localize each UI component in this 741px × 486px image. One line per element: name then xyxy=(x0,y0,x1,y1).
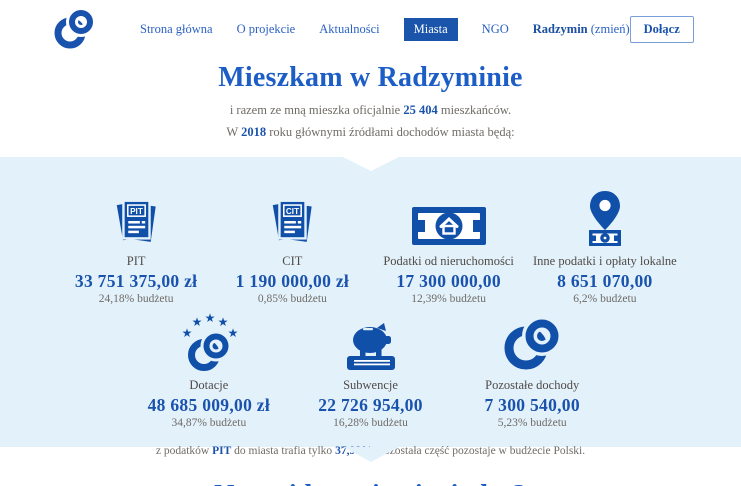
budget-item-value: 33 751 375,00 zł xyxy=(74,271,198,291)
spending-section: Na co idą moje pieniądze? xyxy=(0,447,741,486)
svg-text:★: ★ xyxy=(217,315,228,329)
nav-item-city-selector[interactable]: Radzymin (zmień) xyxy=(533,22,630,37)
nav-item-miasta[interactable]: Miasta xyxy=(403,17,458,41)
budget-card-cit: CIT CIT 1 190 000,00 zł 0,85% budżetu xyxy=(214,187,370,305)
note-percent: 37,98% xyxy=(335,445,373,457)
budget-row-1: PIT PIT 33 751 375,00 zł 24,18% budżetu … xyxy=(58,187,683,305)
budget-item-value: 1 190 000,00 zł xyxy=(235,271,350,291)
budget-item-value: 8 651 070,00 xyxy=(557,271,653,291)
population-line: i razem ze mną mieszka oficjalnie 25 404… xyxy=(0,103,741,118)
budget-sources-section: PIT PIT 33 751 375,00 zł 24,18% budżetu … xyxy=(0,157,741,462)
budget-item-percent: 34,87% budżetu xyxy=(171,417,247,429)
svg-text:PIT: PIT xyxy=(130,207,143,216)
budget-card-property-tax: Podatki od nieruchomości 17 300 000,00 1… xyxy=(371,187,527,305)
stars-circles-icon: ★ ★ ★ ★ ★ xyxy=(128,311,290,373)
note-prefix: z podatków xyxy=(155,445,213,457)
page-title: Mieszkam w Radzyminie xyxy=(218,62,523,93)
budget-item-percent: 24,18% budżetu xyxy=(98,293,174,305)
main-menu: Strona główna O projekcie Aktualności Mi… xyxy=(140,17,630,41)
budget-row-2: ★ ★ ★ ★ ★ Dotacje 48 685 009,00 zł 34,87… xyxy=(128,311,613,429)
budget-item-value: 17 300 000,00 xyxy=(396,271,501,291)
budget-item-percent: 12,39% budżetu xyxy=(411,293,486,305)
nav-item-ngo[interactable]: NGO xyxy=(481,21,509,36)
nav-item-strona-glowna[interactable]: Strona główna xyxy=(140,21,213,36)
cit-documents-icon: CIT xyxy=(214,187,370,249)
top-navigation-bar: Strona główna O projekcie Aktualności Mi… xyxy=(0,0,741,58)
budget-item-percent: 0,85% budżetu xyxy=(257,293,327,305)
circles-logo-icon xyxy=(451,311,613,373)
svg-text:★: ★ xyxy=(191,315,202,329)
budget-item-label: CIT xyxy=(282,254,303,268)
budget-item-label: Subwencje xyxy=(343,378,398,392)
hero-section: Mieszkam w Radzyminie i razem ze mną mie… xyxy=(0,58,741,140)
svg-text:★: ★ xyxy=(227,326,238,340)
budget-item-label: Pozostałe dochody xyxy=(485,378,580,392)
svg-text:★: ★ xyxy=(204,311,215,325)
note-suffix: , pozostała część pozostaje w budżecie P… xyxy=(372,445,586,457)
svg-text:CIT: CIT xyxy=(286,207,299,216)
change-city-link[interactable]: (zmień) xyxy=(590,21,630,36)
budget-card-subwencje: Subwencje 22 726 954,00 16,28% budżetu xyxy=(290,311,452,429)
pit-documents-icon: PIT xyxy=(58,187,214,249)
budget-item-label: Podatki od nieruchomości xyxy=(383,254,514,268)
budget-item-value: 22 726 954,00 xyxy=(318,395,423,415)
population-line-suffix: mieszkańców. xyxy=(437,103,512,117)
budget-item-percent: 5,23% budżetu xyxy=(497,417,567,429)
budget-card-local-fees: Inne podatki i opłaty lokalne 8 651 070,… xyxy=(527,187,683,305)
pit-share-note: z podatków PIT do miasta trafia tylko 37… xyxy=(0,445,741,457)
budget-year: 2018 xyxy=(241,125,267,139)
budget-item-value: 7 300 540,00 xyxy=(484,395,580,415)
nav-item-aktualnosci[interactable]: Aktualności xyxy=(319,21,380,36)
piggy-bank-book-icon xyxy=(290,311,452,373)
year-line: W 2018 roku głównymi źródłami dochodów m… xyxy=(0,125,741,140)
year-line-prefix: W xyxy=(226,125,242,139)
budget-card-dotacje: ★ ★ ★ ★ ★ Dotacje 48 685 009,00 zł 34,87… xyxy=(128,311,290,429)
site-logo-icon[interactable] xyxy=(52,8,98,50)
svg-text:★: ★ xyxy=(181,326,192,340)
join-button[interactable]: Dołącz xyxy=(629,15,694,43)
budget-item-percent: 6,2% budżetu xyxy=(573,293,637,305)
banknote-house-icon xyxy=(371,187,527,249)
note-mid: do miasta trafia tylko xyxy=(231,445,336,457)
population-line-prefix: i razem ze mną mieszka oficjalnie xyxy=(229,103,404,117)
budget-item-percent: 16,28% budżetu xyxy=(333,417,408,429)
budget-item-value: 48 685 009,00 zł xyxy=(147,395,271,415)
budget-item-label: PIT xyxy=(126,254,146,268)
map-pin-banknote-icon xyxy=(527,187,683,249)
budget-card-pozostale: Pozostałe dochody 7 300 540,00 5,23% bud… xyxy=(451,311,613,429)
budget-item-label: Dotacje xyxy=(189,378,229,392)
note-tax-name: PIT xyxy=(212,445,232,457)
budget-item-label: Inne podatki i opłaty lokalne xyxy=(533,254,677,268)
nav-item-o-projekcie[interactable]: O projekcie xyxy=(236,21,296,36)
population-count: 25 404 xyxy=(403,103,438,117)
year-line-suffix: roku głównymi źródłami dochodów miasta b… xyxy=(266,125,515,139)
spending-section-title: Na co idą moje pieniądze? xyxy=(0,480,741,486)
current-city-label: Radzymin xyxy=(532,21,588,36)
budget-card-pit: PIT PIT 33 751 375,00 zł 24,18% budżetu xyxy=(58,187,214,305)
